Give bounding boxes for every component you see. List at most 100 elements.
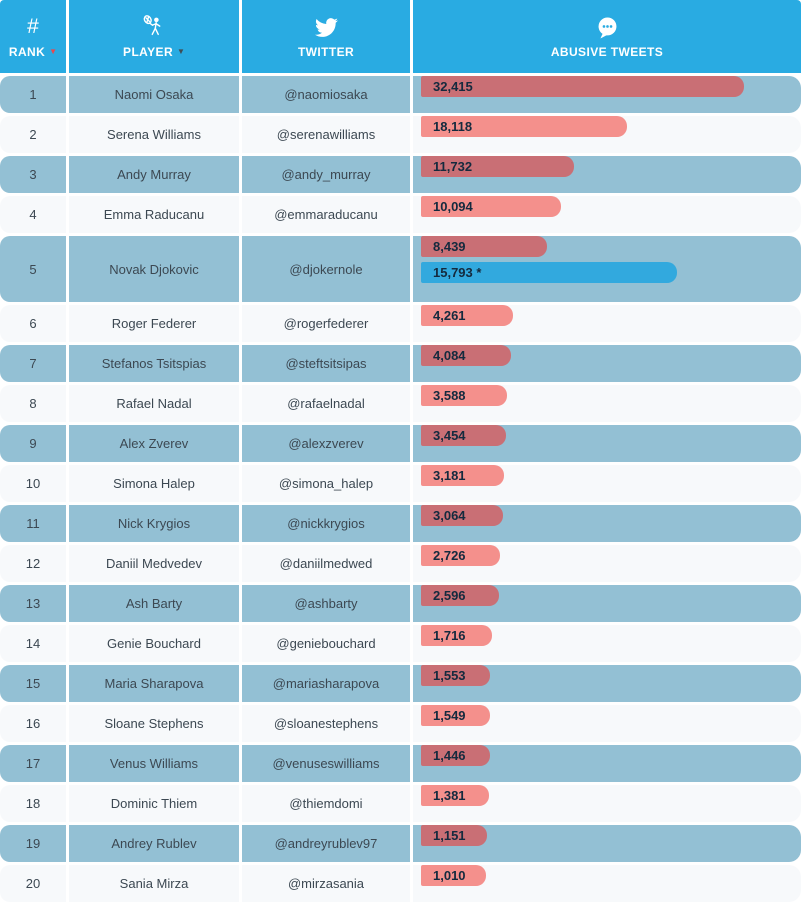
rank-cell: 10 <box>0 465 66 502</box>
abusive-tweets-bar: 1,553 <box>421 665 490 686</box>
twitter-header-label: TWITTER <box>297 45 355 59</box>
player-name-cell: Alex Zverev <box>69 425 239 462</box>
rank-cell: 6 <box>0 305 66 342</box>
rank-cell: 17 <box>0 745 66 782</box>
bars-cell: 18,118 <box>413 116 801 153</box>
speech-bubble-icon <box>595 14 620 40</box>
twitter-handle-cell: @mirzasania <box>242 865 410 902</box>
abusive-tweets-bar: 2,726 <box>421 545 500 566</box>
twitter-handle-cell: @ashbarty <box>242 585 410 622</box>
player-name-cell: Andy Murray <box>69 156 239 193</box>
twitter-handle-cell: @simona_halep <box>242 465 410 502</box>
abusive-tweets-bar: 1,381 <box>421 785 489 806</box>
bar-value-label: 18,118 <box>433 119 473 134</box>
abusive-tweets-bar: 3,454 <box>421 425 506 446</box>
bars-cell: 1,381 <box>413 785 801 822</box>
rank-cell: 16 <box>0 705 66 742</box>
bars-cell: 3,588 <box>413 385 801 422</box>
twitter-handle-cell: @rafaelnadal <box>242 385 410 422</box>
bars-cell: 8,439 15,793 * <box>413 236 801 302</box>
bar-value-label: 3,181 <box>433 468 466 483</box>
bars-cell: 4,084 <box>413 345 801 382</box>
bars-cell: 1,010 <box>413 865 801 902</box>
bar-value-label: 2,596 <box>433 588 466 603</box>
bars-cell: 4,261 <box>413 305 801 342</box>
tennis-player-icon <box>141 14 167 40</box>
bars-cell: 3,181 <box>413 465 801 502</box>
table-row: 18 Dominic Thiem @thiemdomi 1,381 <box>0 785 801 822</box>
player-name-cell: Dominic Thiem <box>69 785 239 822</box>
player-name-cell: Sania Mirza <box>69 865 239 902</box>
twitter-handle-cell: @naomiosaka <box>242 76 410 113</box>
abusive-tweets-bar-alt: 15,793 * <box>421 262 677 283</box>
abusive-tweets-bar: 1,716 <box>421 625 492 646</box>
bars-cell: 1,553 <box>413 665 801 702</box>
rank-cell: 7 <box>0 345 66 382</box>
table-row: 13 Ash Barty @ashbarty 2,596 <box>0 585 801 622</box>
twitter-handle-cell: @andy_murray <box>242 156 410 193</box>
table-row: 19 Andrey Rublev @andreyrublev97 1,151 <box>0 825 801 862</box>
abusive-tweets-bar: 18,118 <box>421 116 627 137</box>
rank-cell: 13 <box>0 585 66 622</box>
player-name-cell: Nick Krygios <box>69 505 239 542</box>
bars-cell: 2,726 <box>413 545 801 582</box>
bar-value-label: 11,732 <box>433 159 473 174</box>
table-row: 11 Nick Krygios @nickkrygios 3,064 <box>0 505 801 542</box>
abusive-tweets-bar: 1,549 <box>421 705 490 726</box>
bar-value-label: 3,064 <box>433 508 466 523</box>
twitter-handle-cell: @sloanestephens <box>242 705 410 742</box>
player-name-cell: Daniil Medvedev <box>69 545 239 582</box>
rank-cell: 3 <box>0 156 66 193</box>
twitter-bird-icon <box>314 14 338 40</box>
twitter-handle-cell: @daniilmedwed <box>242 545 410 582</box>
player-name-cell: Serena Williams <box>69 116 239 153</box>
bars-cell: 2,596 <box>413 585 801 622</box>
column-header-twitter[interactable]: TWITTER <box>242 0 410 73</box>
abusive-tweets-bar: 1,151 <box>421 825 487 846</box>
abusive-tweets-bar: 1,010 <box>421 865 486 886</box>
bars-cell: 11,732 <box>413 156 801 193</box>
player-name-cell: Andrey Rublev <box>69 825 239 862</box>
column-header-abusive-tweets[interactable]: ABUSIVE TWEETS <box>413 0 801 73</box>
table-row: 15 Maria Sharapova @mariasharapova 1,553 <box>0 665 801 702</box>
twitter-handle-cell: @emmaraducanu <box>242 196 410 233</box>
rank-cell: 2 <box>0 116 66 153</box>
column-header-rank[interactable]: # RANK ▼ <box>0 0 66 73</box>
twitter-handle-cell: @venuseswilliams <box>242 745 410 782</box>
table-row: 8 Rafael Nadal @rafaelnadal 3,588 <box>0 385 801 422</box>
rank-cell: 9 <box>0 425 66 462</box>
table-row: 9 Alex Zverev @alexzverev 3,454 <box>0 425 801 462</box>
twitter-handle-cell: @steftsitsipas <box>242 345 410 382</box>
player-name-cell: Genie Bouchard <box>69 625 239 662</box>
player-name-cell: Stefanos Tsitspias <box>69 345 239 382</box>
abusive-tweets-bar: 11,732 <box>421 156 574 177</box>
table-row: 2 Serena Williams @serenawilliams 18,118 <box>0 116 801 153</box>
player-header-label: PLAYER <box>123 45 174 59</box>
abusive-tweets-bar: 8,439 <box>421 236 547 257</box>
bars-cell: 1,446 <box>413 745 801 782</box>
abusive-tweets-bar: 4,084 <box>421 345 511 366</box>
hash-icon: # <box>27 15 39 38</box>
abusive-tweets-bar: 3,181 <box>421 465 504 486</box>
rank-cell: 19 <box>0 825 66 862</box>
bar-value-label: 8,439 <box>433 239 466 254</box>
player-name-cell: Novak Djokovic <box>69 236 239 302</box>
bar-value-label: 1,553 <box>433 668 466 683</box>
abusive-tweets-bar: 2,596 <box>421 585 499 606</box>
rank-cell: 11 <box>0 505 66 542</box>
column-header-player[interactable]: PLAYER ▼ <box>69 0 239 73</box>
bars-cell: 32,415 <box>413 76 801 113</box>
sort-icon: ▼ <box>177 47 185 56</box>
bars-cell: 10,094 <box>413 196 801 233</box>
rank-cell: 8 <box>0 385 66 422</box>
bar-value-label: 3,454 <box>433 428 466 443</box>
bars-cell: 3,064 <box>413 505 801 542</box>
rank-header-label: RANK <box>8 45 46 59</box>
twitter-handle-cell: @thiemdomi <box>242 785 410 822</box>
player-name-cell: Sloane Stephens <box>69 705 239 742</box>
table-row: 1 Naomi Osaka @naomiosaka 32,415 <box>0 76 801 113</box>
abusive-tweets-bar: 1,446 <box>421 745 490 766</box>
player-name-cell: Emma Raducanu <box>69 196 239 233</box>
bar-value-label: 1,716 <box>433 628 466 643</box>
twitter-handle-cell: @andreyrublev97 <box>242 825 410 862</box>
